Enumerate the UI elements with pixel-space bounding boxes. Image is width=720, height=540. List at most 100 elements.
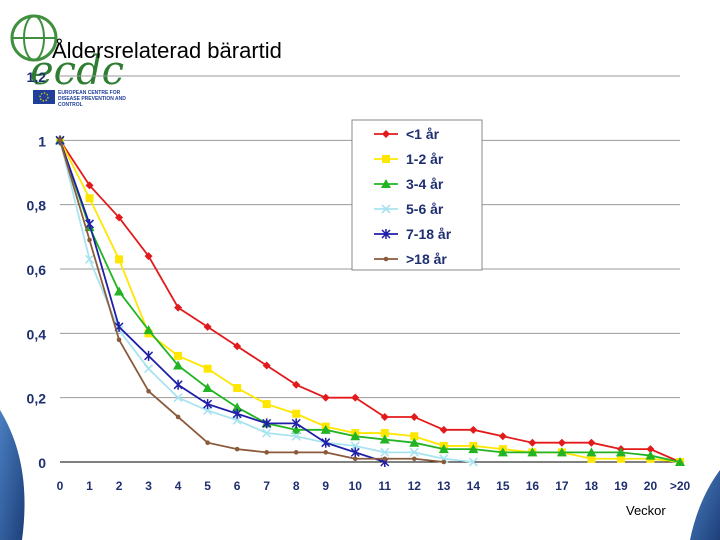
data-point — [232, 408, 242, 419]
x-tick-label: 9 — [322, 479, 329, 493]
data-point — [321, 393, 330, 402]
data-point — [498, 432, 507, 441]
data-point — [382, 456, 388, 462]
x-tick-label: 17 — [555, 479, 569, 493]
data-point — [379, 434, 390, 444]
x-tick-label: 18 — [585, 479, 599, 493]
data-point — [439, 425, 448, 434]
corner-swoosh-left — [0, 410, 25, 540]
x-tick-label: 14 — [467, 479, 481, 493]
legend-box — [351, 119, 483, 271]
x-tick-label: 7 — [263, 479, 270, 493]
data-point — [203, 399, 213, 410]
data-point — [232, 402, 243, 412]
series-line — [59, 140, 444, 463]
data-point — [383, 256, 389, 262]
data-point — [203, 322, 212, 331]
data-point — [175, 414, 181, 420]
data-point — [84, 218, 95, 229]
data-point — [587, 438, 596, 447]
data-point — [114, 286, 125, 296]
x-tick-label: 16 — [526, 479, 540, 493]
data-point — [144, 364, 154, 374]
series-line — [59, 140, 681, 463]
data-point — [174, 303, 183, 312]
x-tick-label: 8 — [293, 479, 300, 493]
x-tick-label: 13 — [437, 479, 451, 493]
y-tick-label: 1,2 — [27, 69, 47, 85]
series-line — [59, 139, 681, 463]
legend-label: 5-6 år — [406, 201, 444, 217]
data-point — [468, 457, 478, 467]
data-point — [87, 237, 92, 243]
y-tick-label: 0,8 — [27, 198, 47, 214]
legend-label: <1 år — [406, 126, 440, 142]
data-point — [556, 447, 567, 457]
data-point — [144, 350, 154, 361]
data-point — [468, 444, 479, 454]
series-line — [59, 140, 386, 463]
data-point — [173, 360, 184, 370]
data-point — [262, 400, 271, 409]
logo-wordmark: ecdc — [30, 48, 124, 94]
logo-caption-line-3: CONTROL — [58, 102, 83, 108]
legend-label: 7-18 år — [406, 226, 452, 242]
eu-flag-icon — [33, 90, 55, 104]
data-point — [291, 431, 301, 441]
data-point — [203, 364, 212, 373]
legend-label: 1-2 år — [406, 151, 444, 167]
data-point — [380, 429, 389, 438]
x-tick-label: 10 — [349, 479, 363, 493]
corner-swoosh-right — [690, 470, 720, 540]
data-point — [410, 432, 419, 441]
x-tick-label: 5 — [204, 479, 211, 493]
y-tick-label: 1 — [38, 133, 46, 149]
data-point — [645, 450, 656, 460]
data-point — [232, 415, 242, 425]
data-point — [528, 438, 537, 447]
data-point — [441, 459, 447, 465]
data-point — [173, 393, 183, 403]
x-tick-label: 20 — [644, 479, 658, 493]
slide-title: Åldersrelaterad bärartid — [52, 38, 282, 63]
data-point — [350, 447, 360, 458]
x-tick-label: 6 — [234, 479, 241, 493]
y-tick-label: 0,2 — [27, 391, 47, 407]
x-tick-label: 3 — [145, 479, 152, 493]
data-point — [469, 425, 478, 434]
data-point — [586, 447, 597, 457]
chart-legend: <1 år 1-2 år 3-4 år 5-6 år 7-18 år >18 år — [351, 119, 483, 271]
data-point — [203, 405, 213, 416]
data-point — [144, 252, 153, 261]
data-point — [291, 424, 302, 434]
y-tick-label: 0,4 — [27, 326, 47, 342]
eu-flag-stars — [39, 92, 49, 102]
y-tick-label: 0,6 — [27, 262, 47, 278]
data-point — [146, 388, 151, 394]
data-point — [84, 254, 95, 264]
data-point — [323, 450, 329, 455]
legend-label: 3-4 år — [406, 176, 444, 192]
data-point — [262, 428, 272, 438]
data-point — [409, 437, 420, 447]
data-point — [233, 342, 242, 351]
data-point — [646, 445, 655, 454]
x-tick-label: >20 — [670, 479, 691, 493]
data-point — [410, 412, 419, 421]
x-tick-label: 4 — [175, 479, 182, 493]
data-point — [85, 194, 94, 203]
data-point — [115, 213, 124, 222]
logo-caption-line-1: EUROPEAN CENTRE FOR — [58, 90, 121, 96]
series-line — [59, 139, 681, 463]
data-point — [381, 179, 391, 188]
data-point — [350, 441, 360, 451]
data-point — [350, 431, 361, 441]
data-point — [497, 447, 508, 457]
data-point — [381, 229, 391, 239]
data-point — [174, 351, 183, 360]
data-point — [527, 447, 538, 457]
x-tick-label: 0 — [57, 479, 64, 493]
data-point — [411, 456, 417, 462]
logo-caption-line-2: DISEASE PREVENTION AND — [58, 96, 126, 102]
data-point — [438, 444, 449, 454]
